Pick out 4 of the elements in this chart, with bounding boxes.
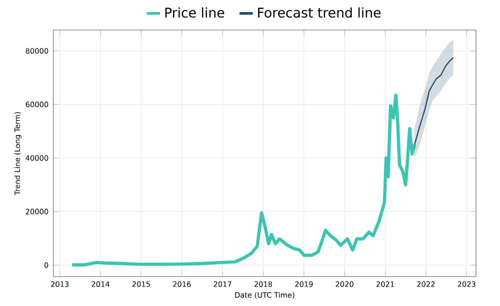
legend-label: Price line: [165, 7, 224, 18]
line-series: [70, 93, 416, 266]
legend-label: Forecast trend line: [258, 7, 381, 18]
line-series: [414, 56, 454, 146]
